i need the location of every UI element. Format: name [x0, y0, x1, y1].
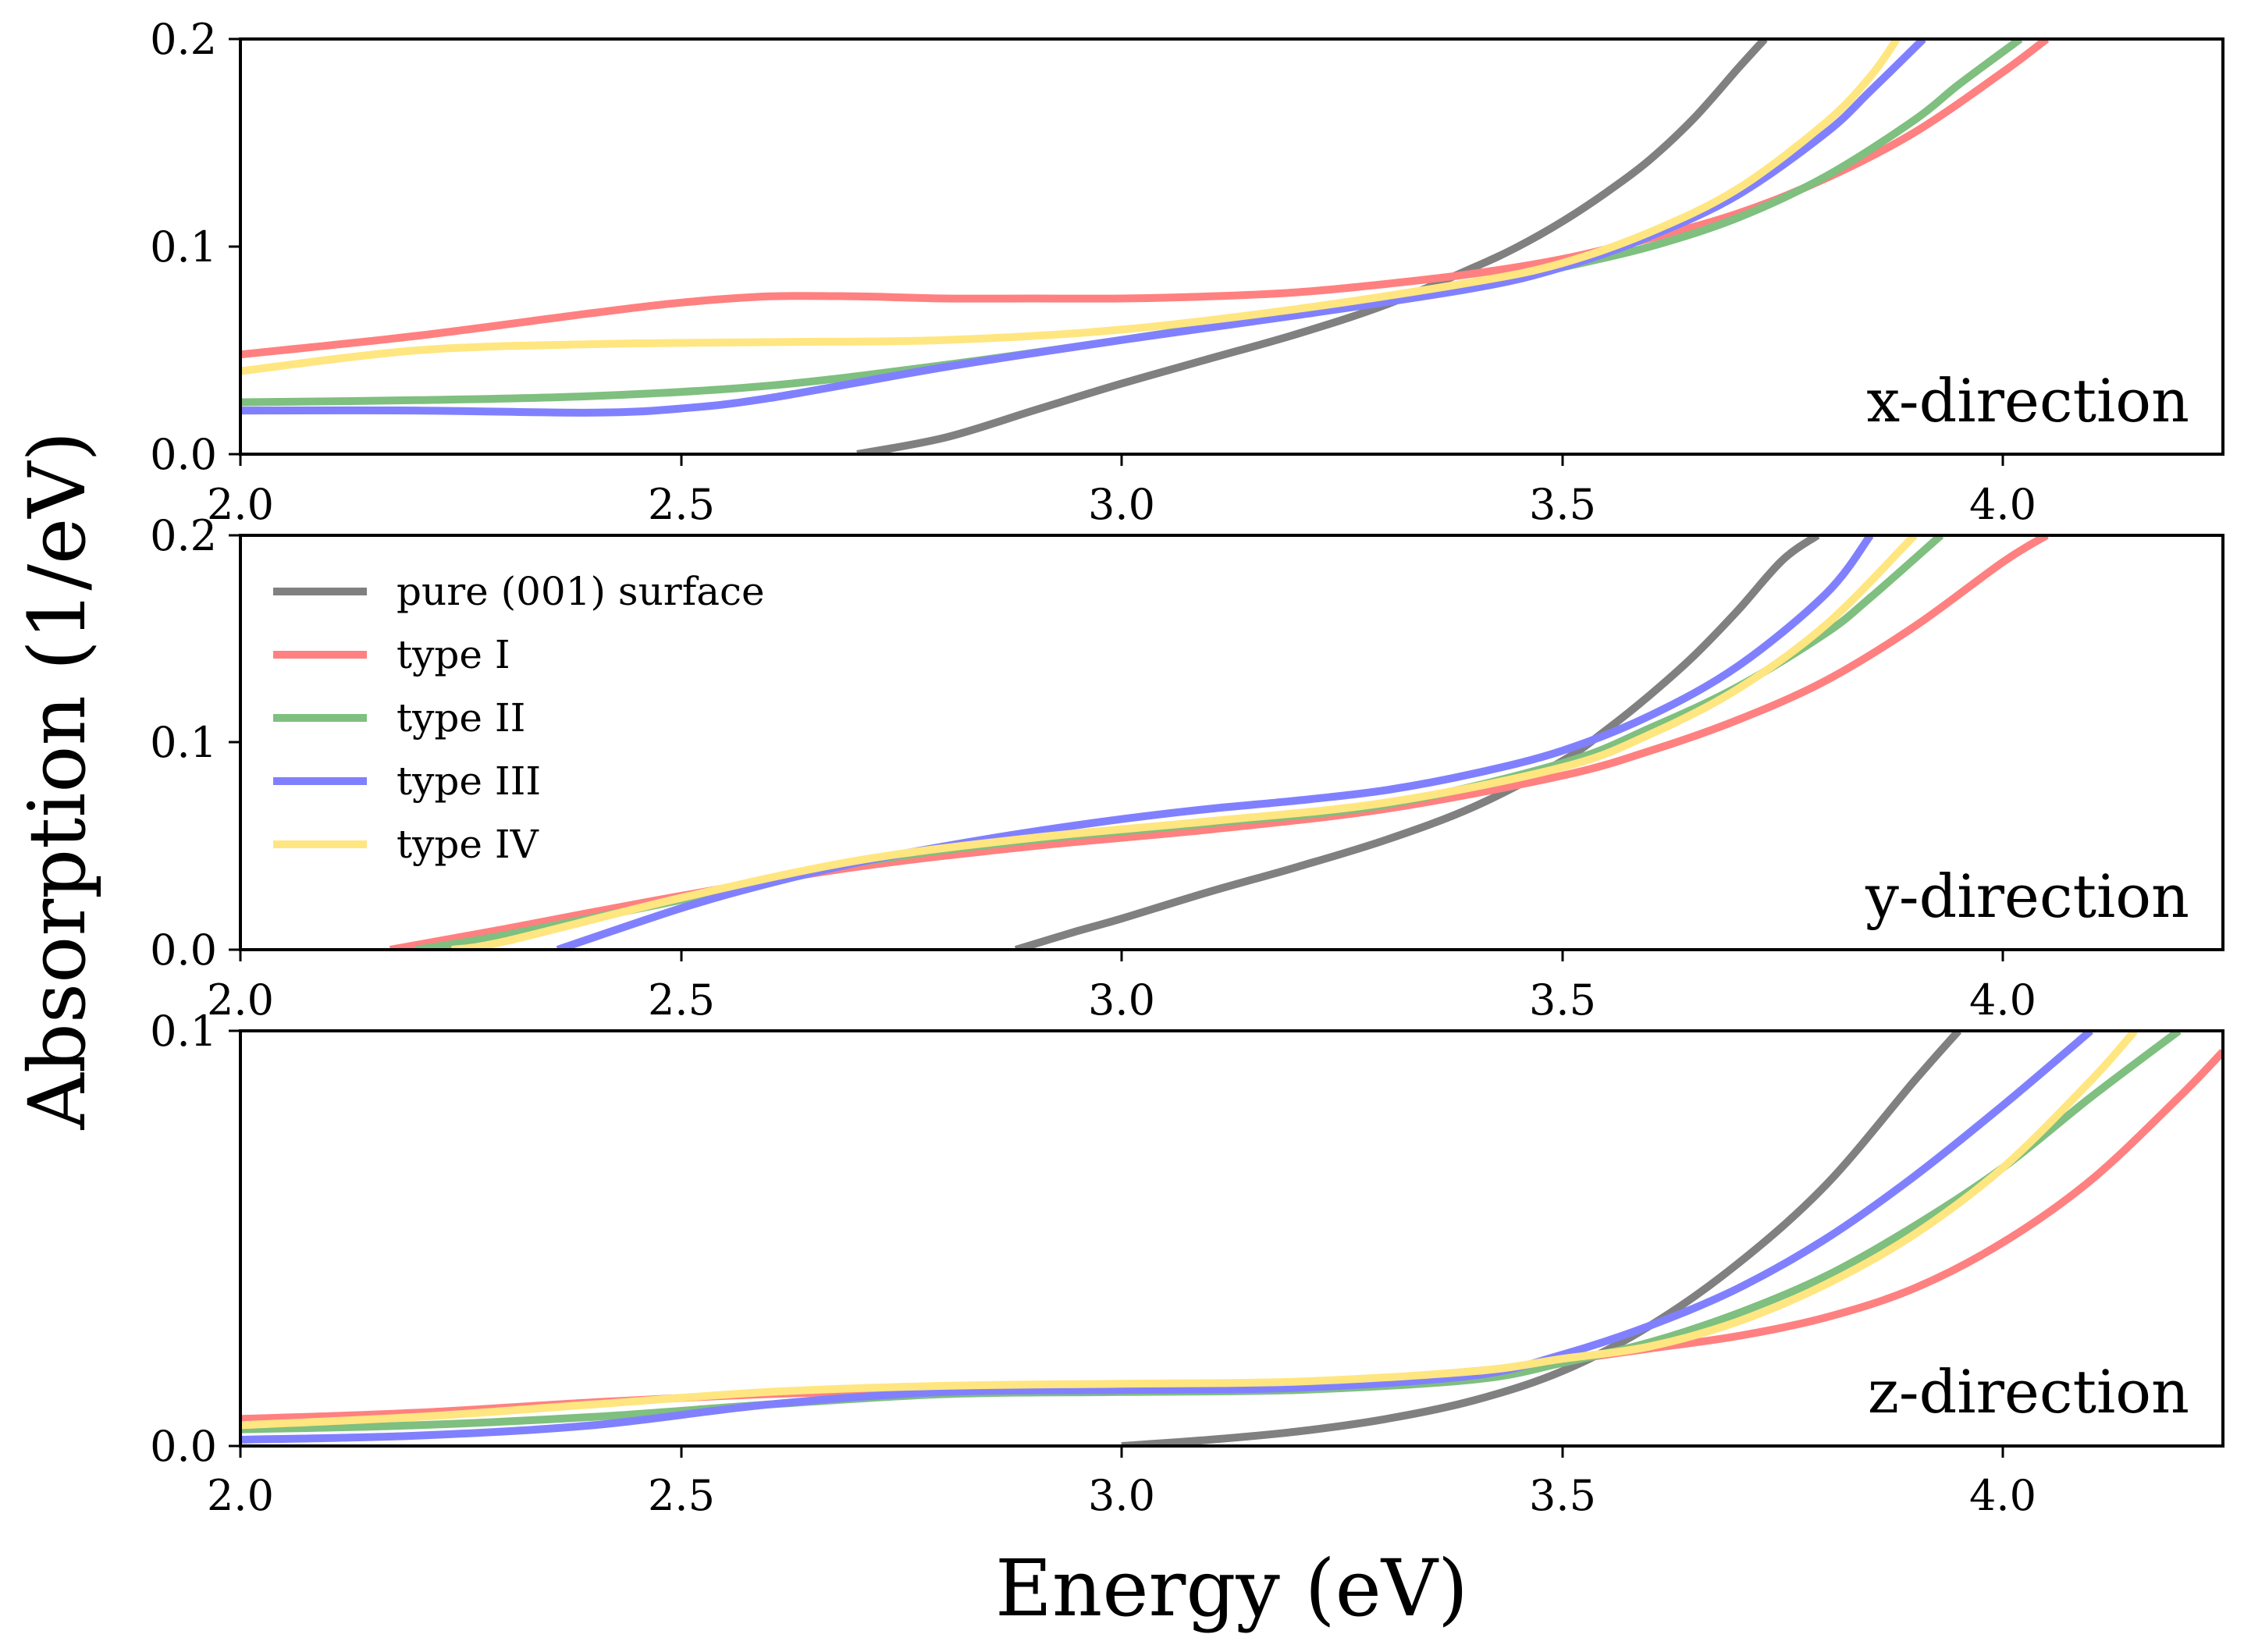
panel-0-xtick-label: 3.5: [1529, 480, 1596, 529]
panel-0-yaxis: 0.0 0.1 0.2: [150, 15, 240, 479]
legend-label-type-iii: type III: [397, 758, 541, 804]
series-line-type-i: [240, 39, 2050, 359]
panel-2-series: [240, 1031, 2223, 1446]
panel-1-ytick-label: 0.2: [150, 511, 217, 560]
legend-label-type-iv: type IV: [397, 822, 539, 867]
panel-1-xtick-label: 4.0: [1969, 975, 2036, 1025]
legend-label-type-i: type I: [397, 632, 510, 677]
panel-0-direction-label: x-direction: [1866, 366, 2189, 435]
series-line-type-iii: [240, 1031, 2093, 1444]
panel-z-direction: 2.0 2.5 3.0 3.5 4.0 0.0 0.1 z-direction: [150, 1007, 2224, 1520]
panel-0-xtick-label: 4.0: [1969, 480, 2036, 529]
series-line-pure-001-surface: [1014, 535, 1820, 950]
panel-2-xtick-label: 2.0: [207, 1471, 274, 1520]
panel-2-ytick-label: 0.1: [150, 1007, 217, 1056]
legend-label-type-ii: type II: [397, 695, 525, 741]
panel-1-xtick-label: 2.5: [648, 975, 715, 1025]
panel-x-direction: 2.0 2.5 3.0 3.5 4.0 0.0 0.1 0.2 x-direct…: [150, 15, 2224, 529]
panel-1-direction-label: y-direction: [1865, 862, 2189, 931]
panel-2-xtick-label: 2.5: [648, 1471, 715, 1520]
panel-2-xtick-label: 4.0: [1969, 1471, 2036, 1520]
panel-0-xtick-label: 2.5: [648, 480, 715, 529]
panel-1-ytick-label: 0.1: [150, 718, 217, 767]
series-line-type-iii: [240, 39, 1926, 417]
panel-1-ytick-label: 0.0: [150, 925, 217, 975]
panel-2-direction-label: z-direction: [1868, 1357, 2189, 1426]
panel-1-xaxis: 2.0 2.5 3.0 3.5 4.0: [207, 950, 2036, 1025]
panel-1-xtick-label: 3.5: [1529, 975, 1596, 1025]
legend: pure (001) surface type I type II type I…: [273, 569, 765, 867]
y-axis-label: Absorption (1/eV): [12, 432, 103, 1131]
panel-2-xtick-label: 3.0: [1088, 1471, 1155, 1520]
panel-0-series: [240, 39, 2050, 454]
series-line-pure-001-surface: [1121, 1031, 1962, 1446]
panel-2-frame: [239, 1029, 2224, 1448]
panel-2-xaxis: 2.0 2.5 3.0 3.5 4.0: [207, 1446, 2036, 1520]
panel-1-series: [389, 535, 2049, 950]
series-line-type-iv: [240, 39, 1901, 375]
series-line-type-iv: [240, 1031, 2138, 1430]
x-axis-label: Energy (eV): [995, 1543, 1468, 1634]
panel-1-xtick-label: 2.0: [207, 975, 274, 1025]
panel-0-ytick-label: 0.1: [150, 222, 217, 272]
panel-y-direction: 2.0 2.5 3.0 3.5 4.0 0.0 0.1 0.2 y-direct…: [150, 511, 2224, 1025]
panel-1-xtick-label: 3.0: [1088, 975, 1155, 1025]
panel-0-ytick-label: 0.0: [150, 430, 217, 479]
panel-2-ytick-label: 0.0: [150, 1422, 217, 1471]
panel-1-yaxis: 0.0 0.1 0.2: [150, 511, 240, 975]
panel-2-yaxis: 0.0 0.1: [150, 1007, 240, 1471]
panel-0-xtick-label: 2.0: [207, 480, 274, 529]
panel-0-xtick-label: 3.0: [1088, 480, 1155, 529]
series-line-type-iv: [451, 535, 1918, 950]
panel-0-ytick-label: 0.2: [150, 15, 217, 64]
legend-label-pure: pure (001) surface: [397, 569, 765, 614]
panel-2-xtick-label: 3.5: [1529, 1471, 1596, 1520]
panel-0-xaxis: 2.0 2.5 3.0 3.5 4.0: [207, 454, 2036, 529]
